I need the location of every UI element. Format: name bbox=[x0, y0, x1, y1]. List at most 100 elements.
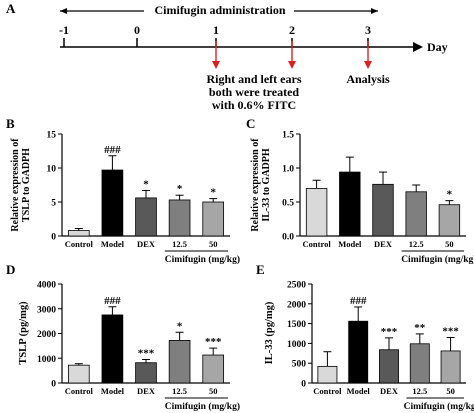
bar-12.5 bbox=[168, 199, 191, 237]
y-tick-label: 2000 bbox=[287, 300, 306, 310]
bar-12.5 bbox=[405, 191, 427, 237]
category-label-2: DEX bbox=[374, 239, 393, 249]
y-tick-label: 10 bbox=[47, 165, 57, 175]
bar-Model bbox=[101, 314, 124, 384]
administration-title-bg bbox=[144, 3, 294, 17]
bar-Control bbox=[67, 364, 90, 384]
significance-marker-4: * bbox=[447, 189, 453, 201]
y-tick-label: 5 bbox=[51, 199, 56, 209]
y-tick-label: 0 bbox=[301, 380, 306, 390]
category-label-2: DEX bbox=[380, 386, 399, 396]
treatment-arrow-head-3 bbox=[288, 61, 296, 69]
y-tick-label: 0 bbox=[51, 380, 56, 390]
administration-title: Cimifugin administration bbox=[154, 3, 285, 17]
cimifugin-group-label: Cimifugin (mg/kg) bbox=[401, 254, 474, 265]
significance-marker-4: *** bbox=[442, 325, 459, 337]
category-label-1: Model bbox=[101, 239, 125, 249]
y-tick-label: 1000 bbox=[37, 355, 56, 365]
administration-span-left-arrowhead bbox=[60, 8, 67, 14]
category-label-4: 50 bbox=[445, 239, 454, 249]
y-tick-label: 0.0 bbox=[282, 233, 294, 243]
timeline-treatment-arrows bbox=[212, 41, 372, 69]
timeline-tick-label-3: 2 bbox=[289, 23, 295, 37]
y-tick-label: 0.5 bbox=[282, 199, 294, 209]
y-tick-label: 15 bbox=[47, 131, 57, 141]
treatment-note-line3: with 0.6% FITC bbox=[212, 98, 296, 112]
timeline-arrowhead bbox=[413, 42, 423, 52]
significance-marker-3: * bbox=[177, 320, 183, 332]
y-tick-label: 500 bbox=[292, 360, 307, 370]
timeline-tick-label-4: 3 bbox=[365, 23, 371, 37]
panel-a-timeline: A Cimifugin administration Day -1 0 1 2 3 Ri… bbox=[6, 1, 448, 112]
cimifugin-group-label: Cimifugin (mg/kg) bbox=[165, 401, 240, 412]
y-axis-label-line2: IL-33 to GADPH bbox=[261, 148, 272, 222]
category-label-0: Control bbox=[65, 386, 94, 396]
category-label-4: 50 bbox=[209, 386, 218, 396]
category-label-3: 12.5 bbox=[172, 239, 187, 249]
category-label-0: Control bbox=[303, 239, 332, 249]
bar-DEX bbox=[379, 349, 399, 384]
panel-letter-d: D bbox=[6, 262, 15, 277]
y-tick-label: 2000 bbox=[37, 330, 56, 340]
category-label-0: Control bbox=[313, 386, 342, 396]
y-axis-label-line1: Relative expression of bbox=[250, 138, 261, 232]
y-axis-label-line2: TSLP to GADPH bbox=[21, 148, 32, 222]
treatment-note-line2: both were treated bbox=[209, 85, 300, 99]
bar-50 bbox=[438, 204, 461, 237]
significance-marker-3: * bbox=[177, 183, 183, 195]
panel-letter-c: C bbox=[246, 116, 255, 131]
significance-marker-3: ** bbox=[414, 322, 426, 334]
category-label-4: 50 bbox=[446, 386, 455, 396]
administration-span-right-arrowhead bbox=[371, 8, 378, 14]
y-axis-label: TSLP (pg/mg) bbox=[18, 301, 29, 365]
significance-marker-1: ### bbox=[104, 295, 121, 307]
treatment-arrow-head-2 bbox=[212, 61, 220, 69]
cimifugin-group-label: Cimifugin (mg/kg) bbox=[165, 254, 240, 265]
y-tick-label: 2500 bbox=[287, 281, 306, 291]
bar-DEX bbox=[135, 362, 157, 384]
y-tick-label: 1.0 bbox=[282, 165, 294, 175]
bar-50 bbox=[202, 201, 225, 237]
significance-marker-4: * bbox=[210, 187, 216, 199]
panel-letter-a: A bbox=[6, 1, 16, 16]
bar-50 bbox=[440, 350, 461, 384]
category-label-0: Control bbox=[65, 239, 94, 249]
panel-e-il33-protein-chart: 0 500 1000 1500 2000 2500 IL-33 (pg/mg) Control… bbox=[264, 281, 474, 413]
bar-Model bbox=[339, 171, 361, 237]
panel-letter-e: E bbox=[256, 262, 265, 277]
bar-12.5 bbox=[168, 340, 191, 384]
y-axis-label-line1: Relative expression of bbox=[10, 138, 21, 232]
bar-DEX bbox=[372, 183, 394, 237]
panel-letter-b: B bbox=[6, 116, 15, 131]
significance-marker-2: * bbox=[143, 178, 149, 190]
category-label-3: 12.5 bbox=[412, 386, 427, 396]
bar-Control bbox=[317, 365, 338, 384]
bar-Model bbox=[348, 320, 369, 384]
timeline-tick-label-0: -1 bbox=[59, 23, 69, 37]
category-label-1: Model bbox=[101, 386, 125, 396]
significance-marker-4: *** bbox=[205, 336, 222, 348]
treatment-arrow-head-4 bbox=[364, 61, 372, 69]
bar-50 bbox=[202, 354, 225, 384]
y-tick-label: 3000 bbox=[37, 305, 56, 315]
bar-Model bbox=[101, 169, 124, 237]
panel-b-tslp-expression-chart: 0 5 10 15 Relative expression of TSLP to GADP… bbox=[10, 131, 240, 266]
panel-d-tslp-protein-chart: 0 1000 2000 3000 4000 TSLP (pg/mg) Control ### M… bbox=[18, 281, 240, 413]
y-axis-label: IL-33 (pg/mg) bbox=[264, 301, 275, 364]
panel-c-il33-expression-chart: 0.0 0.5 1.0 1.5 Relative expression of IL-33 … bbox=[250, 131, 474, 266]
y-tick-label: 1500 bbox=[287, 320, 306, 330]
timeline-ticks: -1 0 1 2 3 bbox=[59, 23, 371, 47]
cimifugin-group-label: Cimifugin (mg/kg) bbox=[404, 401, 474, 412]
y-tick-label: 4000 bbox=[37, 281, 56, 291]
y-tick-label: 1.5 bbox=[282, 131, 294, 141]
category-label-2: DEX bbox=[137, 239, 156, 249]
significance-marker-2: *** bbox=[381, 326, 398, 338]
category-label-2: DEX bbox=[137, 386, 156, 396]
category-label-4: 50 bbox=[209, 239, 218, 249]
bar-Control bbox=[67, 230, 90, 237]
bar-DEX bbox=[135, 197, 157, 237]
analysis-note: Analysis bbox=[346, 72, 390, 86]
significance-marker-1: ### bbox=[104, 144, 121, 156]
day-label: Day bbox=[427, 40, 448, 54]
